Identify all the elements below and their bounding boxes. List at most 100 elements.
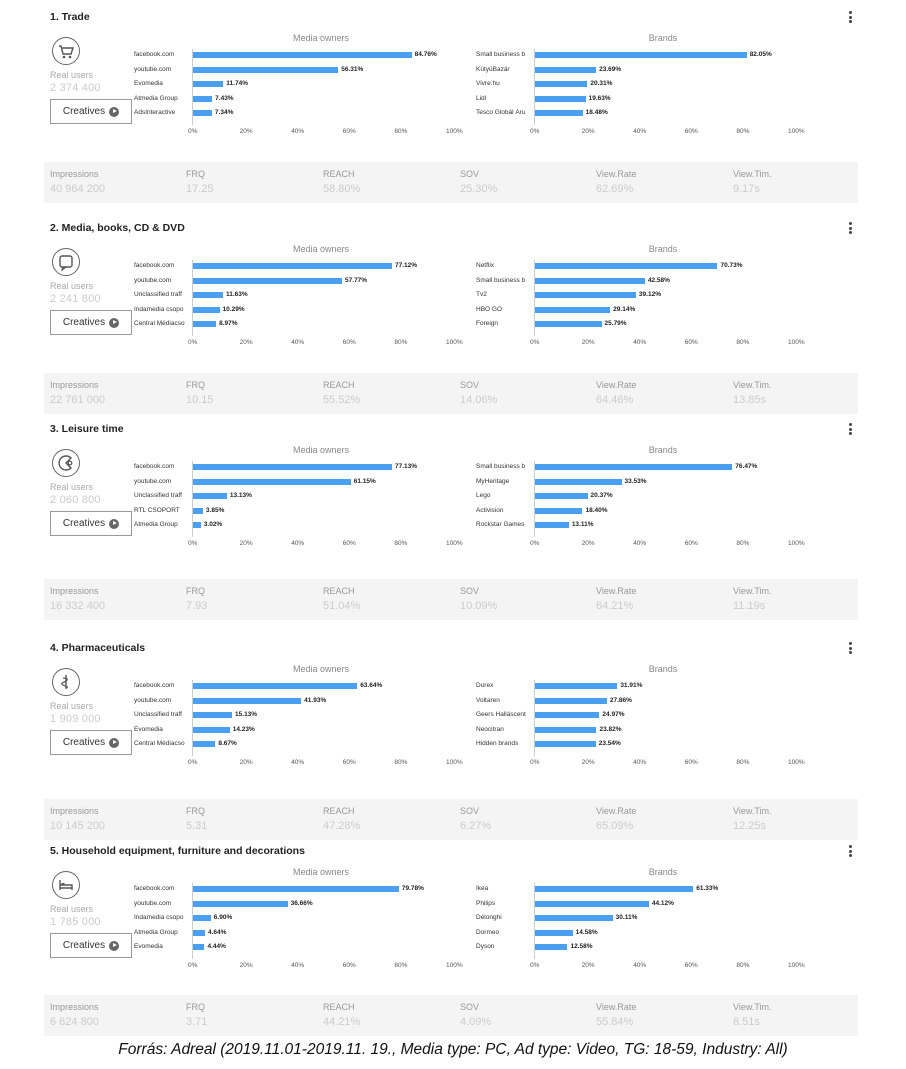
x-tick-label: 20% (581, 128, 595, 135)
bar[interactable] (535, 321, 602, 327)
bar[interactable] (535, 478, 622, 485)
category-label: Small business b (476, 51, 526, 58)
creatives-button[interactable]: Creatives (50, 99, 132, 124)
bar[interactable] (193, 507, 203, 514)
x-tick-label: 0% (530, 962, 540, 969)
bar[interactable] (193, 292, 223, 298)
bar[interactable] (535, 306, 611, 313)
creatives-button[interactable]: Creatives (50, 310, 132, 335)
x-tick-label: 80% (394, 339, 408, 346)
bar[interactable] (193, 277, 343, 284)
stat-label: View.Tim. (733, 1002, 772, 1012)
creatives-button-label: Creatives (62, 518, 106, 529)
real-users-value: 2 374 400 (50, 82, 101, 94)
chart-title: Brands (648, 867, 678, 877)
stat-label: View.Tim. (733, 586, 772, 596)
x-tick-label: 60% (684, 128, 698, 135)
x-tick-label: 60% (342, 759, 356, 766)
bar[interactable] (535, 292, 636, 298)
bar-value-label: 13.13% (229, 492, 252, 499)
bar[interactable] (193, 52, 412, 58)
bar[interactable] (535, 277, 645, 284)
bar[interactable] (535, 464, 733, 470)
more-options-icon[interactable] (844, 642, 856, 656)
stat-value: 4.09% (460, 1016, 492, 1028)
more-options-icon[interactable] (844, 845, 856, 859)
bar[interactable] (193, 321, 217, 327)
bar[interactable] (193, 95, 213, 102)
bar[interactable] (535, 263, 718, 269)
stat-label: View.Rate (596, 1002, 637, 1012)
bar-value-label: 27.86% (609, 696, 632, 704)
stat-label: View.Tim. (733, 806, 772, 816)
bar[interactable] (193, 464, 392, 470)
creatives-button[interactable]: Creatives (50, 933, 132, 958)
bar[interactable] (193, 929, 205, 936)
more-options-icon[interactable] (844, 423, 856, 437)
bar-value-label: 8.67% (218, 740, 237, 747)
stat-value: 10.09% (460, 600, 498, 612)
real-users-label: Real users (50, 281, 94, 291)
more-options-icon[interactable] (844, 11, 856, 25)
bar[interactable] (535, 95, 586, 102)
bar[interactable] (193, 726, 230, 733)
bar[interactable] (535, 507, 583, 514)
bar[interactable] (535, 900, 649, 907)
bar[interactable] (535, 944, 568, 950)
chart-axis-line (192, 680, 193, 756)
bar[interactable] (193, 263, 392, 269)
bar[interactable] (535, 697, 607, 704)
industry-section: 2. Media, books, CD & DVD Real users 2 241… (44, 222, 858, 414)
bar-value-label: 14.58% (575, 928, 598, 936)
x-tick-label: 100% (446, 540, 463, 547)
bar[interactable] (535, 929, 573, 936)
category-label: facebook.com (134, 885, 175, 892)
bar[interactable] (193, 886, 399, 892)
bar[interactable] (193, 110, 212, 116)
category-label: Unclassified traff (134, 291, 182, 298)
bar[interactable] (535, 741, 596, 747)
category-label: facebook.com (134, 682, 175, 689)
stat-label: REACH (323, 380, 355, 390)
category-label: facebook.com (134, 262, 175, 269)
bar[interactable] (535, 81, 588, 87)
x-tick-label: 80% (394, 540, 408, 547)
bar[interactable] (535, 886, 694, 892)
category-label: Neocitran (476, 725, 504, 733)
bar[interactable] (535, 915, 613, 921)
industry-section: 3. Leisure time Real users 2 060 800 Creati… (44, 423, 858, 620)
bar[interactable] (535, 493, 588, 499)
bar[interactable] (193, 712, 233, 718)
bar[interactable] (193, 697, 302, 704)
bar[interactable] (193, 683, 358, 689)
bar[interactable] (193, 493, 227, 499)
bar-value-label: 13.11% (571, 521, 594, 528)
bar[interactable] (193, 900, 288, 907)
bar[interactable] (193, 944, 205, 950)
stat-value: 3.71 (186, 1016, 208, 1028)
creatives-button[interactable]: Creatives (50, 511, 132, 536)
bar[interactable] (193, 522, 201, 528)
creatives-button[interactable]: Creatives (50, 730, 132, 755)
media-owners-chart: Media owners facebook.com 84.76% youtube.co… (132, 33, 463, 153)
bar[interactable] (535, 110, 583, 116)
category-label: youtube.com (134, 276, 172, 284)
bar[interactable] (535, 712, 600, 718)
bar[interactable] (535, 522, 569, 528)
bar[interactable] (193, 915, 211, 921)
bar[interactable] (193, 741, 216, 747)
bar[interactable] (535, 726, 597, 733)
media-owners-chart: Media owners facebook.com 77.13% youtube.co… (132, 445, 463, 565)
more-options-icon[interactable] (844, 222, 856, 236)
bar[interactable] (535, 66, 597, 73)
bar[interactable] (193, 478, 351, 485)
bar[interactable] (535, 52, 747, 58)
bar[interactable] (193, 81, 224, 87)
x-tick-label: 80% (736, 540, 750, 547)
bar[interactable] (535, 683, 618, 689)
bar[interactable] (193, 66, 339, 73)
chart-axis-line (534, 680, 535, 756)
bar[interactable] (193, 306, 220, 313)
stat-label: Impressions (50, 1002, 99, 1012)
stat-value: 55.52% (323, 394, 361, 406)
